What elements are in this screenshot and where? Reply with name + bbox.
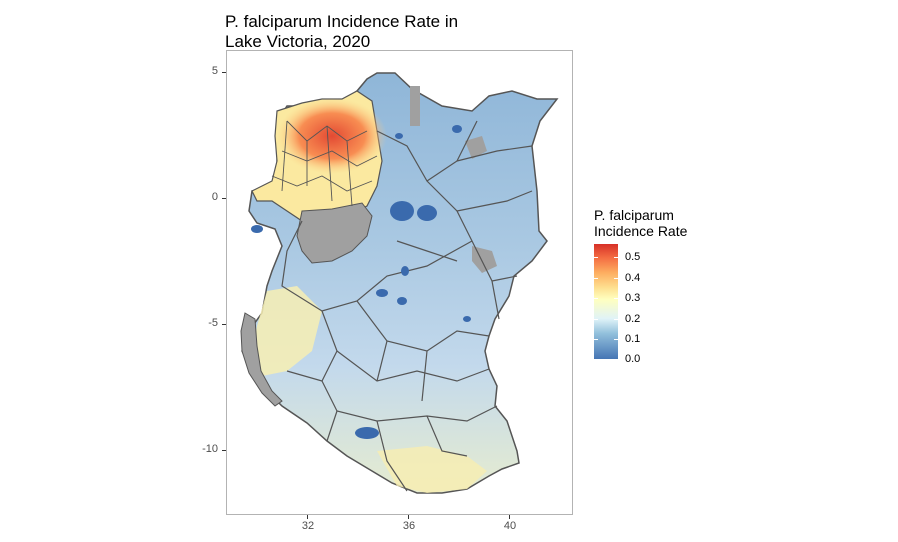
- y-tick-label: -10: [202, 443, 218, 455]
- y-tickmark: [222, 324, 226, 325]
- west-tanzania-warm: [252, 286, 322, 376]
- uganda-district-borders: [271, 120, 378, 207]
- legend-colorbar: [594, 244, 618, 359]
- y-tickmark: [222, 198, 226, 199]
- legend-label: 0.5: [625, 251, 641, 263]
- y-tick-label: 0: [211, 191, 218, 203]
- y-tick-label: -5: [208, 317, 218, 329]
- hotspot-north-uganda: [277, 98, 387, 174]
- legend-tick: [614, 339, 618, 340]
- missing-north-kenya: [410, 86, 420, 126]
- legend-title: P. falciparum Incidence Rate: [594, 207, 687, 239]
- legend-tick: [614, 257, 618, 258]
- south-tanzania-warm: [377, 446, 487, 493]
- y-tick-label: 5: [211, 65, 218, 77]
- map-title-line2: Lake Victoria, 2020: [225, 32, 371, 51]
- y-tickmark: [222, 72, 226, 73]
- legend-title-line1: P. falciparum: [594, 207, 674, 223]
- legend-title-line2: Incidence Rate: [594, 223, 688, 239]
- legend-label: 0.3: [625, 292, 641, 304]
- x-tickmark: [307, 515, 308, 519]
- map-svg: [240, 72, 559, 494]
- legend-label: 0.0: [625, 353, 641, 365]
- legend-tick: [614, 278, 618, 279]
- legend-tick: [594, 257, 598, 258]
- y-tickmark: [222, 450, 226, 451]
- legend-tick: [594, 339, 598, 340]
- map-panel: [226, 50, 573, 515]
- legend-tick: [614, 319, 618, 320]
- legend-tick: [594, 298, 598, 299]
- x-tick-label: 40: [503, 520, 517, 532]
- map-title-line1: P. falciparum Incidence Rate in: [225, 12, 459, 31]
- map-title: P. falciparum Incidence Rate in Lake Vic…: [225, 12, 458, 52]
- legend-tick: [614, 298, 618, 299]
- x-tick-label: 36: [402, 520, 416, 532]
- legend-label: 0.2: [625, 313, 641, 325]
- legend-tick: [594, 319, 598, 320]
- legend-label: 0.1: [625, 333, 641, 345]
- lake-tanganyika: [240, 312, 283, 407]
- admin-borders: [281, 120, 533, 492]
- missing-central-kenya: [465, 136, 487, 159]
- x-tickmark: [509, 515, 510, 519]
- x-tickmark: [408, 515, 409, 519]
- low-rate-patches: [251, 125, 471, 439]
- legend-label: 0.4: [625, 272, 641, 284]
- x-tick-label: 32: [301, 520, 315, 532]
- legend-tick: [594, 278, 598, 279]
